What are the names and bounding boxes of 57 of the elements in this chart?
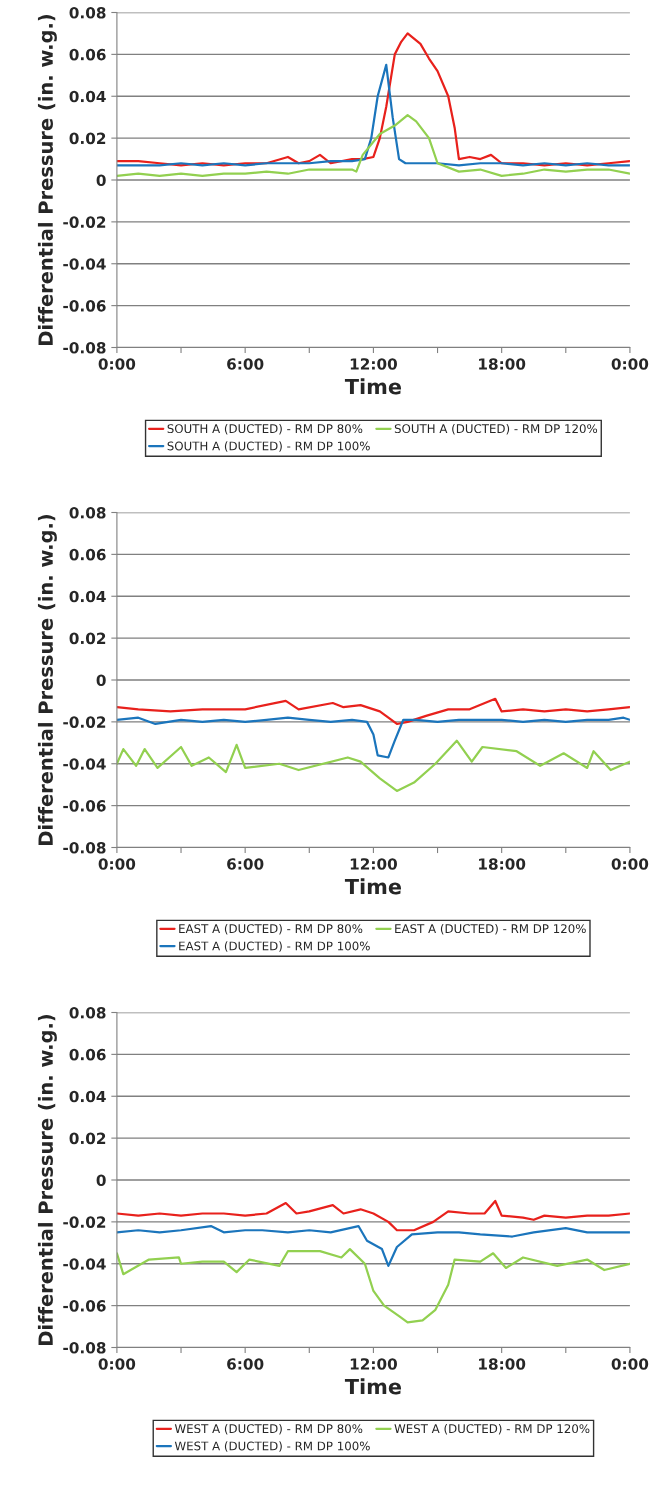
legend-label: WEST A (DUCTED) - RM DP 120% bbox=[394, 1423, 590, 1435]
y-tick-label: 0.04 bbox=[69, 1090, 106, 1103]
legend-label: SOUTH A (DUCTED) - RM DP 80% bbox=[167, 423, 363, 435]
y-tick-label: -0.04 bbox=[63, 1258, 106, 1270]
x-axis-title: Time bbox=[344, 878, 401, 895]
x-tick-label: 18:00 bbox=[479, 1358, 526, 1370]
y-tick-label: -0.06 bbox=[63, 1300, 106, 1312]
y-tick-label: 0 bbox=[96, 674, 106, 687]
y-tick-label: 0 bbox=[96, 1174, 106, 1187]
y-tick-label: -0.02 bbox=[63, 216, 106, 228]
y-axis-title: Differential Pressure (in. w.g.) bbox=[37, 14, 57, 345]
y-tick-label: 0.02 bbox=[69, 632, 106, 645]
y-tick-label: -0.02 bbox=[63, 1216, 106, 1228]
y-tick-label: 0.08 bbox=[69, 6, 106, 19]
y-tick-label: 0.06 bbox=[69, 48, 106, 61]
x-tick-label: 12:00 bbox=[350, 858, 397, 870]
legend-label: EAST A (DUCTED) - RM DP 120% bbox=[395, 923, 586, 935]
x-axis-title: Time bbox=[344, 378, 401, 395]
y-tick-label: -0.08 bbox=[63, 341, 106, 354]
legend-label: EAST A (DUCTED) - RM DP 80% bbox=[179, 923, 363, 935]
y-axis-title: Differential Pressure (in. w.g.) bbox=[37, 514, 57, 845]
x-tick-label: 0:00 bbox=[98, 1358, 136, 1370]
x-tick-label: 18:00 bbox=[479, 858, 526, 870]
y-tick-label: -0.06 bbox=[63, 800, 106, 812]
x-tick-label: 18:00 bbox=[479, 358, 526, 370]
legend-label: EAST A (DUCTED) - RM DP 100% bbox=[179, 941, 370, 952]
legend-label: WEST A (DUCTED) - RM DP 80% bbox=[174, 1423, 363, 1435]
x-tick-label: 0:00 bbox=[611, 1358, 649, 1370]
x-axis-title: Time bbox=[344, 1378, 401, 1395]
x-tick-label: 0:00 bbox=[611, 858, 649, 870]
x-tick-label: 12:00 bbox=[350, 358, 397, 370]
x-tick-label: 6:00 bbox=[227, 358, 264, 370]
y-tick-label: 0.04 bbox=[69, 90, 106, 103]
y-tick-label: -0.06 bbox=[63, 300, 106, 312]
y-tick-label: 0.02 bbox=[69, 1132, 106, 1145]
x-tick-label: 0:00 bbox=[98, 858, 136, 870]
y-tick-label: 0.06 bbox=[69, 548, 106, 561]
legend-label: SOUTH A (DUCTED) - RM DP 120% bbox=[394, 423, 598, 435]
y-tick-label: 0.08 bbox=[69, 1006, 106, 1019]
y-tick-label: -0.02 bbox=[63, 716, 106, 728]
legend-label: SOUTH A (DUCTED) - RM DP 100% bbox=[167, 441, 370, 452]
x-tick-label: 0:00 bbox=[611, 358, 649, 370]
y-axis-title: Differential Pressure (in. w.g.) bbox=[37, 1014, 57, 1345]
y-tick-label: 0.02 bbox=[69, 132, 106, 145]
x-tick-label: 12:00 bbox=[350, 1358, 397, 1370]
y-tick-label: -0.08 bbox=[63, 841, 106, 854]
y-tick-label: -0.08 bbox=[63, 1341, 106, 1354]
x-tick-label: 6:00 bbox=[227, 1358, 264, 1370]
y-tick-label: -0.04 bbox=[63, 258, 106, 270]
legend-label: WEST A (DUCTED) - RM DP 100% bbox=[174, 1441, 370, 1452]
y-tick-label: -0.04 bbox=[63, 758, 106, 770]
y-tick-label: 0.06 bbox=[69, 1048, 106, 1061]
y-tick-label: 0 bbox=[96, 174, 106, 187]
x-tick-label: 0:00 bbox=[98, 358, 136, 370]
y-tick-label: 0.04 bbox=[69, 590, 106, 603]
y-tick-label: 0.08 bbox=[69, 506, 106, 519]
x-tick-label: 6:00 bbox=[227, 858, 264, 870]
